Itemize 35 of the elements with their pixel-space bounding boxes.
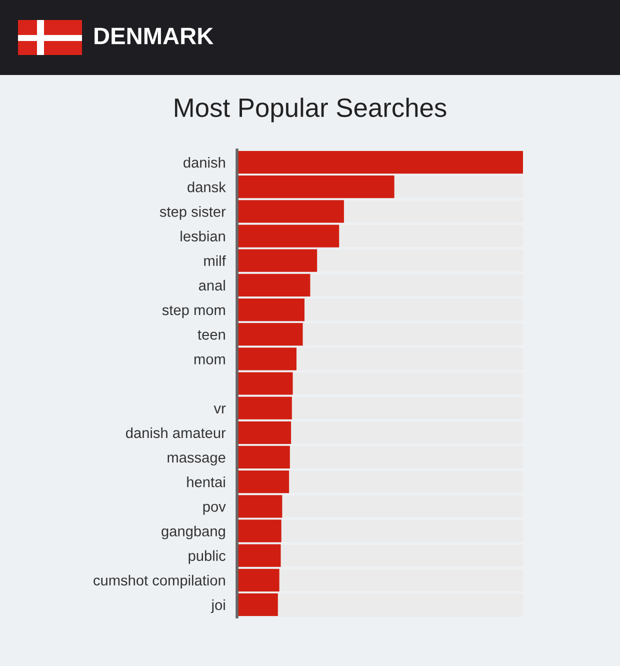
bar: [237, 495, 282, 518]
bar: [237, 421, 292, 444]
bar: [237, 176, 394, 198]
y-tick-label: public: [188, 550, 226, 564]
y-tick-label: teen: [198, 330, 225, 340]
y-tick-label: gangbang: [162, 526, 225, 540]
y-tick-label: vr: [214, 406, 226, 414]
bar: [237, 470, 290, 494]
y-tick-label: milf: [204, 255, 226, 266]
y-tick-label: dansk: [188, 182, 226, 192]
bar: [237, 568, 280, 592]
bar: [237, 396, 292, 420]
y-tick-label: lesbian: [180, 230, 225, 242]
y-tick-label: step mom: [162, 306, 225, 318]
chart-title: Most Popular Searches: [175, 98, 446, 122]
y-tick-label: anal: [198, 280, 225, 291]
bar: [237, 372, 293, 395]
y-tick-label: danish amateur: [126, 427, 226, 438]
bar: [237, 593, 278, 616]
chart-subtitle: DENMARK: [94, 28, 214, 44]
bar: [237, 446, 290, 469]
bar: [237, 274, 310, 296]
bar: [237, 249, 318, 272]
bar: [237, 323, 303, 346]
y-tick-label: cumshot compilation: [94, 574, 225, 588]
bar: [237, 150, 523, 174]
y-tick-label: danish: [184, 157, 225, 168]
y-tick-label: joi: [210, 599, 225, 614]
y-tick-label: pov: [203, 504, 226, 515]
bar: [237, 298, 304, 322]
bar: [237, 348, 296, 370]
y-tick-label: step sister: [160, 206, 226, 220]
y-tick-label: massage: [168, 454, 226, 466]
y-tick-label: hentai: [187, 476, 225, 488]
y-tick-label: mom: [194, 356, 225, 364]
